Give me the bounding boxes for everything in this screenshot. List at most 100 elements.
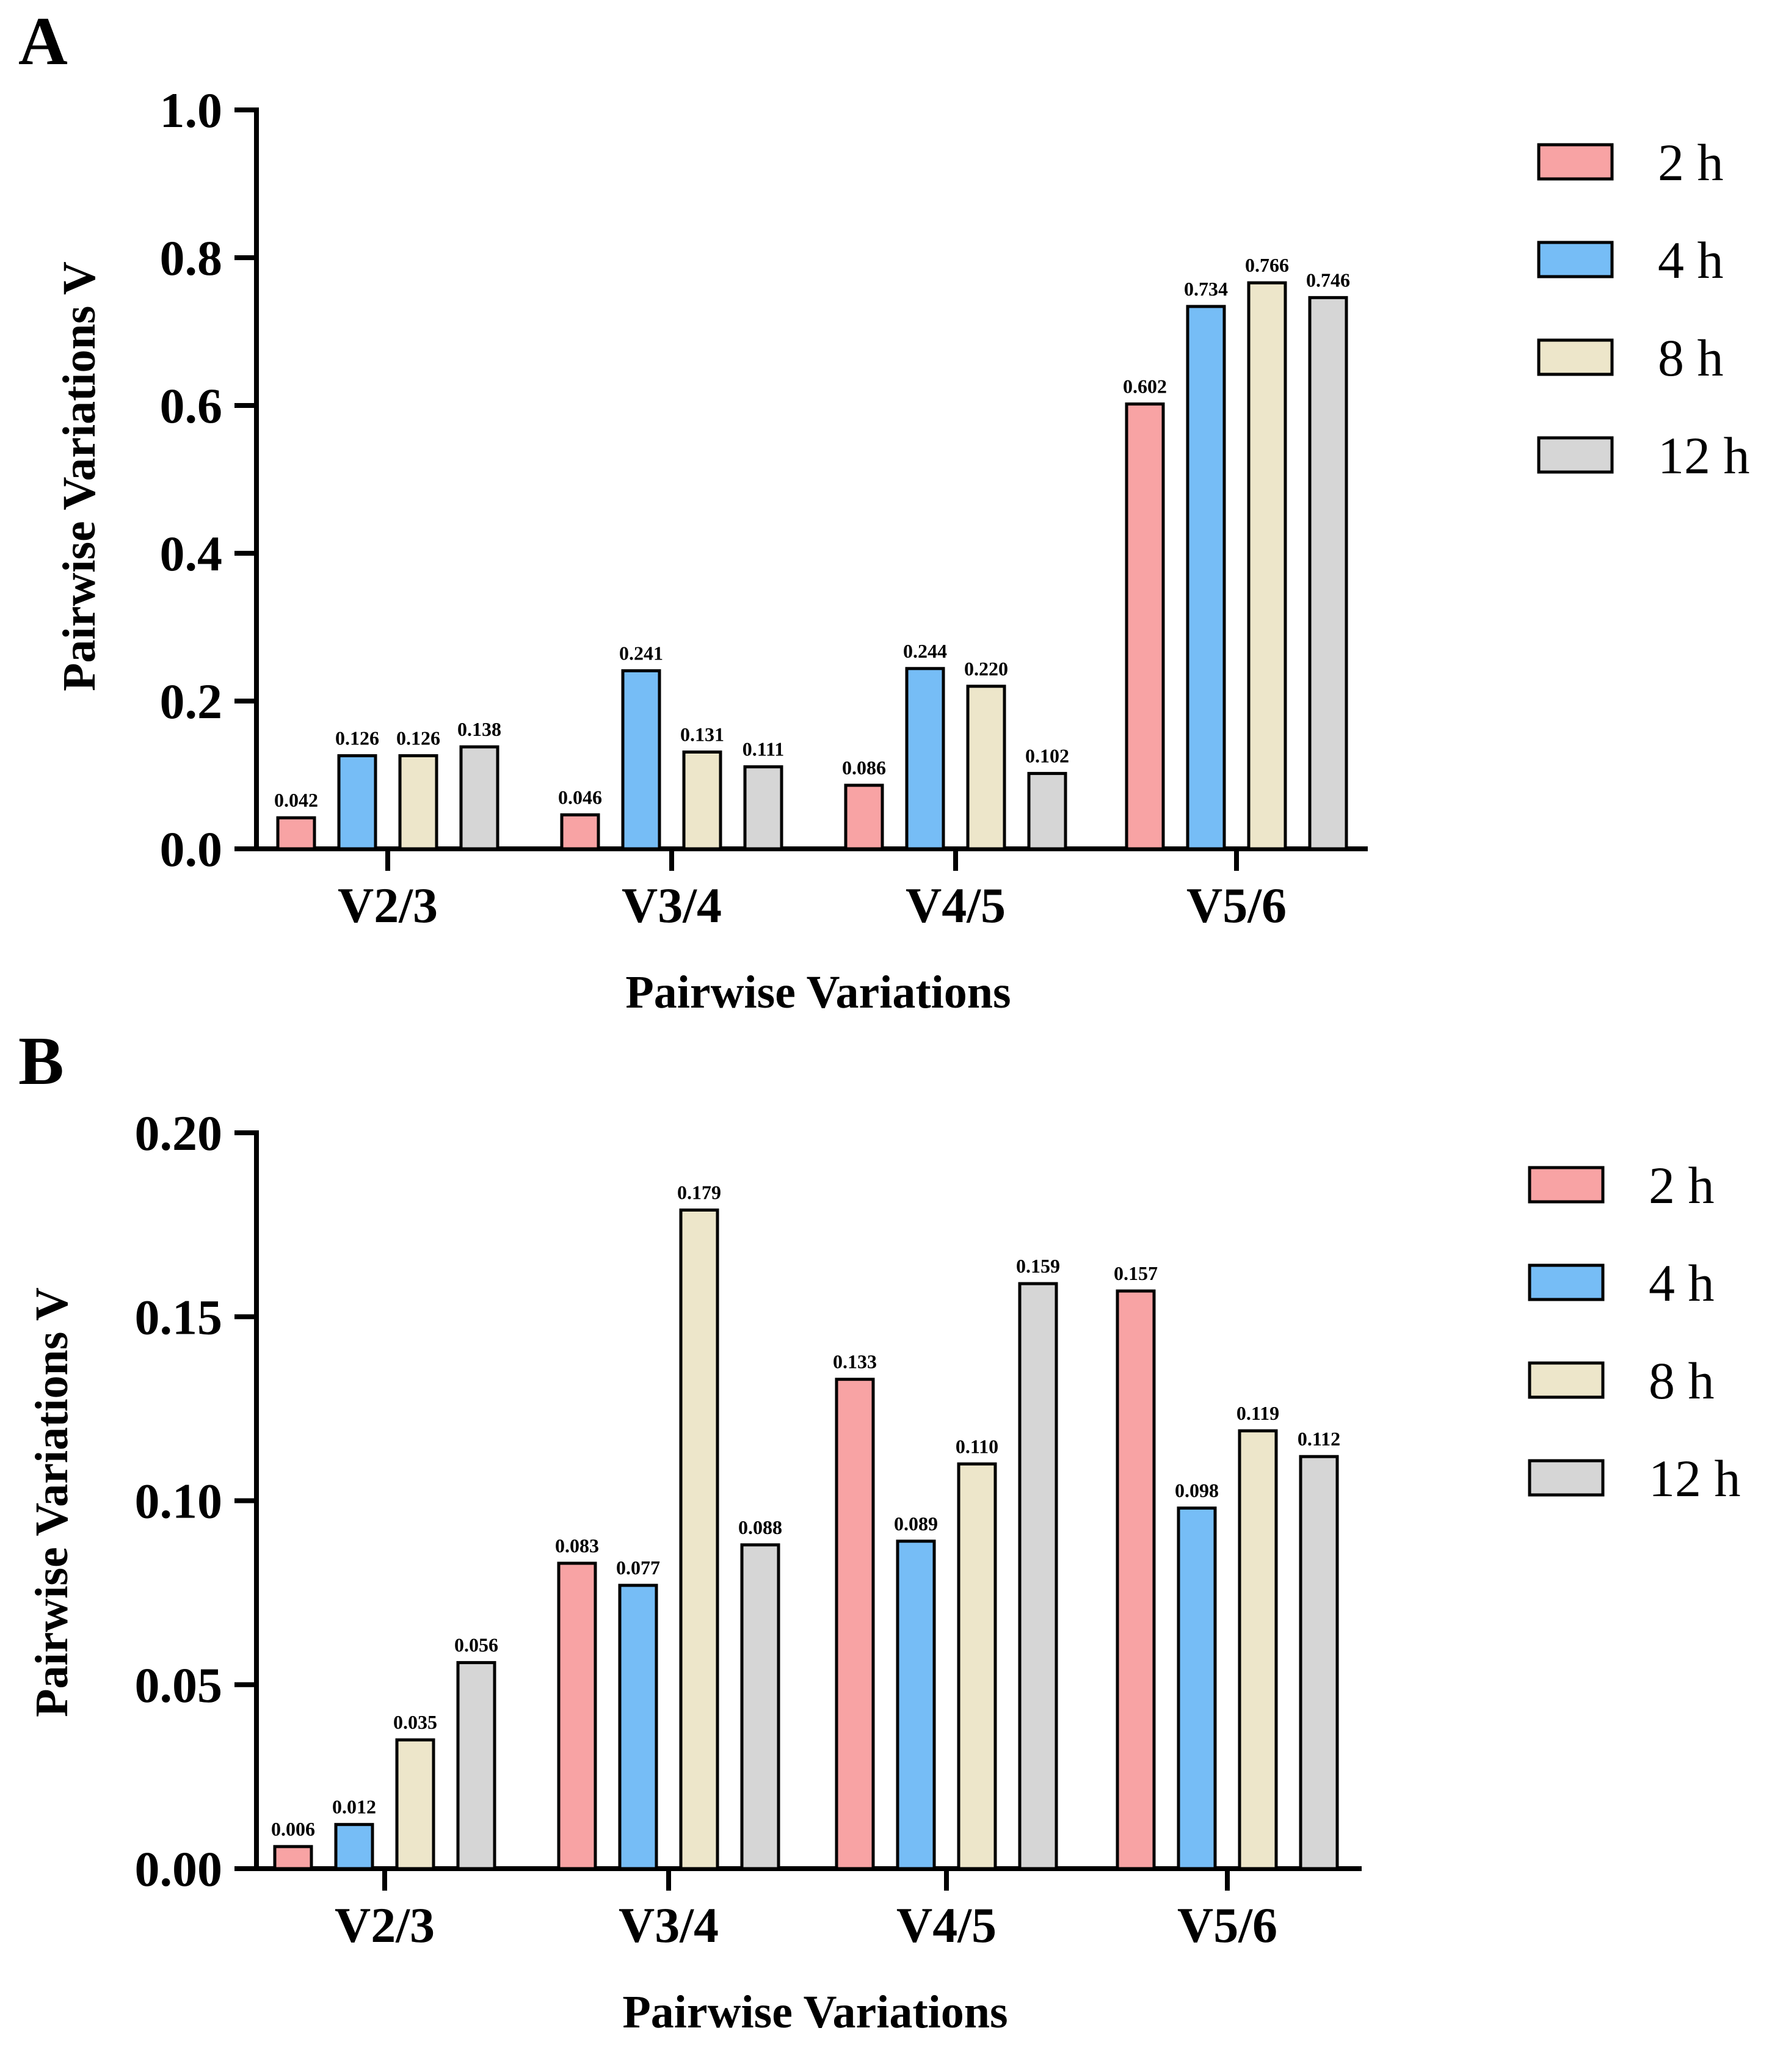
- bar-8h-V5-6: [1247, 281, 1287, 851]
- bar-8h-V3-4: [682, 750, 722, 851]
- legend-label: 8 h: [1658, 329, 1724, 387]
- bar-8h-V2-3: [398, 754, 438, 851]
- bar-8h-V5-6: [1238, 1429, 1278, 1870]
- bar-2h-V2-3: [273, 1845, 313, 1870]
- bar-2h-V2-3: [276, 816, 316, 851]
- y-tick-label: 0.4: [160, 526, 223, 581]
- y-tick-label: 0.00: [135, 1841, 223, 1897]
- legend-swatch: [1537, 143, 1614, 181]
- bar-2h-V4-5: [844, 783, 884, 851]
- data-label: 0.083: [555, 1535, 599, 1557]
- data-label: 0.241: [619, 642, 663, 664]
- bar-12h-V4-5: [1027, 772, 1067, 851]
- bar-8h-V2-3: [395, 1738, 435, 1870]
- data-label: 0.112: [1298, 1428, 1340, 1450]
- bar-12h-V2-3: [459, 745, 499, 851]
- x-category-label: V4/5: [906, 878, 1006, 933]
- y-axis-title: Pairwise Variations V: [26, 1287, 78, 1717]
- data-label: 0.131: [680, 723, 724, 745]
- data-label: 0.159: [1016, 1255, 1060, 1277]
- legend-label: 4 h: [1658, 231, 1724, 289]
- data-label: 0.042: [274, 789, 318, 811]
- data-label: 0.046: [558, 786, 602, 808]
- data-label: 0.035: [393, 1711, 437, 1733]
- data-label: 0.056: [454, 1634, 498, 1656]
- legend-swatch: [1537, 436, 1614, 474]
- bar-4h-V2-3: [334, 1823, 374, 1870]
- bar-4h-V4-5: [896, 1539, 936, 1870]
- legend-swatch: [1528, 1459, 1605, 1497]
- legend-swatch: [1537, 338, 1614, 376]
- bar-4h-V4-5: [905, 667, 945, 851]
- bar-12h-V3-4: [743, 765, 783, 851]
- data-label: 0.244: [903, 640, 947, 662]
- data-label: 0.088: [738, 1516, 782, 1538]
- legend-swatch: [1528, 1361, 1605, 1399]
- x-category-label: V4/5: [896, 1897, 997, 1953]
- y-tick-label: 0.05: [135, 1657, 223, 1713]
- chart-panel-A: A 0.0 0.2 0.4 0.6 0.8 1.0 V2/3 V3/4 V4/5 V5/6 0.042…: [18, 4, 1750, 1018]
- legend-label: 12 h: [1658, 426, 1750, 485]
- legend: 2 h 4 h 8 h 12 h: [1537, 133, 1750, 485]
- y-axis-title: Pairwise Variations V: [54, 261, 105, 691]
- bar-2h-V4-5: [835, 1378, 875, 1870]
- bar-12h-V5-6: [1299, 1455, 1339, 1870]
- legend-swatch: [1537, 241, 1614, 278]
- data-label: 0.734: [1184, 278, 1228, 300]
- y-tick-label: 0.2: [160, 674, 223, 729]
- bar-4h-V5-6: [1177, 1507, 1217, 1870]
- x-category-label: V5/6: [1177, 1897, 1277, 1953]
- data-label: 0.179: [677, 1182, 721, 1204]
- legend: 2 h 4 h 8 h 12 h: [1528, 1156, 1741, 1508]
- data-label: 0.077: [616, 1557, 660, 1579]
- bar-2h-V3-4: [560, 813, 600, 851]
- data-label: 0.746: [1306, 269, 1350, 291]
- data-label: 0.086: [842, 757, 886, 779]
- y-tick-label: 0.8: [160, 230, 223, 286]
- bar-4h-V3-4: [621, 669, 661, 851]
- y-tick-label: 0.0: [160, 821, 223, 877]
- bar-4h-V3-4: [618, 1583, 658, 1870]
- bar-4h-V5-6: [1186, 305, 1226, 851]
- bar-2h-V3-4: [557, 1561, 597, 1870]
- data-label: 0.006: [271, 1818, 315, 1840]
- data-label: 0.110: [956, 1435, 998, 1457]
- legend-label: 8 h: [1649, 1351, 1715, 1410]
- bar-4h-V2-3: [337, 754, 377, 851]
- y-tick-label: 0.20: [135, 1105, 223, 1161]
- data-label: 0.012: [332, 1796, 376, 1818]
- bar-8h-V3-4: [679, 1209, 719, 1870]
- x-axis-title: Pairwise Variations: [622, 1987, 1008, 2038]
- data-label: 0.126: [396, 727, 440, 749]
- data-label: 0.766: [1245, 254, 1289, 276]
- bar-12h-V3-4: [740, 1543, 780, 1870]
- y-tick-label: 1.0: [160, 82, 223, 138]
- y-tick-label: 0.10: [135, 1474, 223, 1529]
- y-tick-label: 0.6: [160, 378, 223, 434]
- data-label: 0.119: [1236, 1402, 1279, 1424]
- legend-swatch: [1528, 1166, 1605, 1204]
- x-category-label: V3/4: [619, 1897, 719, 1953]
- panel-label: A: [18, 4, 68, 79]
- panel-label: B: [18, 1023, 64, 1099]
- data-label: 0.102: [1025, 745, 1069, 767]
- legend-label: 4 h: [1649, 1254, 1715, 1312]
- x-category-label: V5/6: [1186, 878, 1287, 933]
- chart-panel-B: B 0.00 0.05 0.10 0.15 0.20 V2/3 V3/4 V4/5 V5/6 0.0…: [18, 1023, 1741, 2038]
- data-label: 0.138: [457, 718, 501, 740]
- x-category-label: V3/4: [622, 878, 722, 933]
- x-axis-title: Pairwise Variations: [625, 967, 1011, 1018]
- legend-label: 2 h: [1658, 133, 1724, 192]
- data-label: 0.157: [1114, 1262, 1158, 1284]
- data-label: 0.111: [743, 738, 784, 760]
- x-category-label: V2/3: [338, 878, 438, 933]
- data-label: 0.133: [833, 1351, 877, 1373]
- bar-8h-V4-5: [957, 1462, 997, 1870]
- legend-label: 12 h: [1649, 1449, 1741, 1508]
- data-label: 0.098: [1175, 1480, 1219, 1502]
- y-tick-label: 0.15: [135, 1289, 223, 1345]
- x-category-label: V2/3: [335, 1897, 435, 1953]
- bar-12h-V5-6: [1308, 296, 1348, 851]
- data-label: 0.220: [964, 658, 1008, 680]
